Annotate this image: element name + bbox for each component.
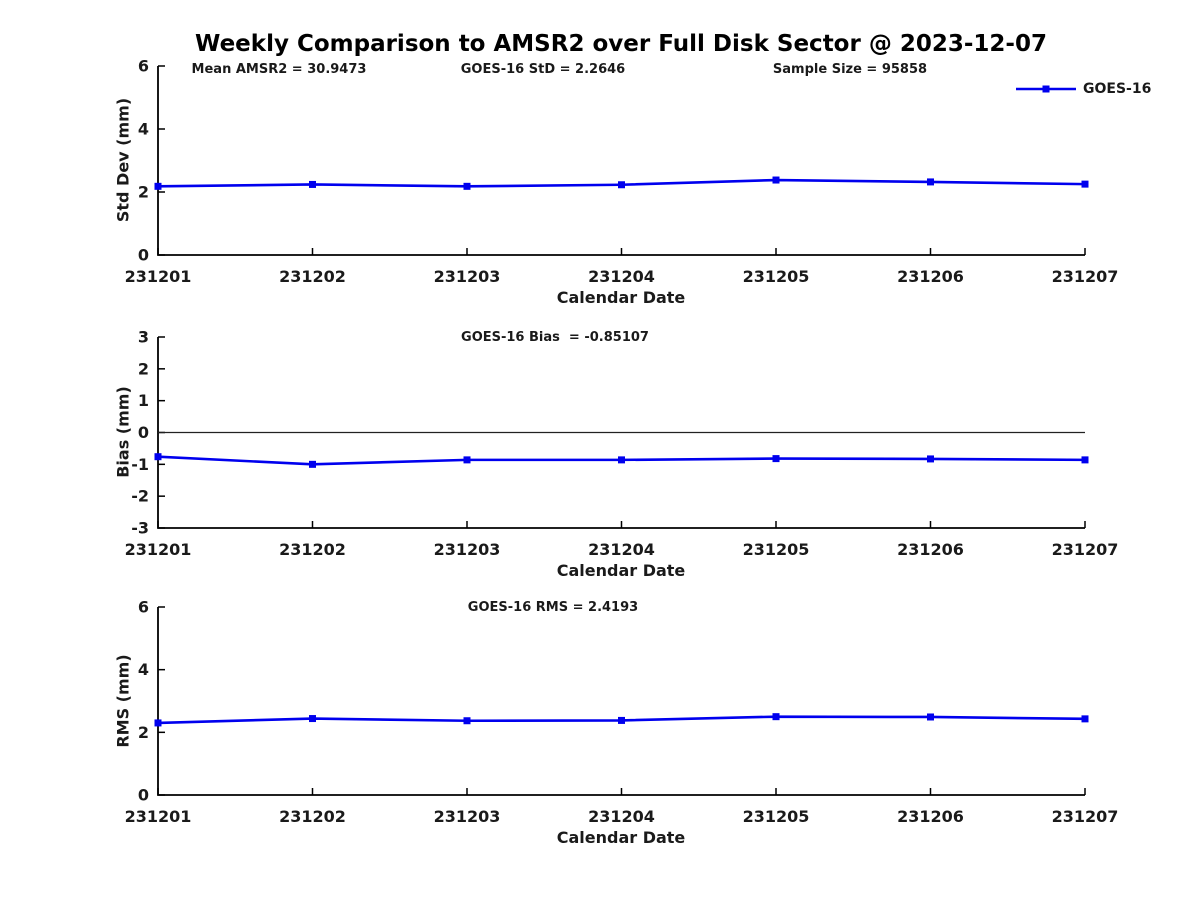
y-tick-label: 4	[138, 120, 149, 139]
annotation-goes16-rms: GOES-16 RMS = 2.4193	[467, 600, 639, 615]
x-tick-label: 231202	[279, 807, 346, 826]
y-tick-label: 4	[138, 660, 149, 679]
y-tick-label: -2	[131, 487, 149, 506]
legend-label: GOES-16	[1083, 81, 1152, 97]
legend-marker-icon	[1042, 85, 1050, 93]
x-tick-label: 231207	[1052, 540, 1119, 559]
data-point-marker	[309, 460, 316, 468]
data-point-marker	[463, 717, 471, 725]
data-point-marker	[309, 715, 316, 723]
data-point-marker	[772, 713, 780, 721]
data-point-marker	[618, 456, 625, 464]
x-tick-label: 231205	[743, 807, 810, 826]
y-tick-label: 6	[138, 57, 149, 76]
x-tick-label: 231207	[1052, 807, 1119, 826]
y-tick-label: -1	[131, 455, 149, 474]
x-tick-label: 231204	[588, 540, 655, 559]
x-tick-label: 231205	[743, 540, 810, 559]
y-tick-label: 2	[138, 183, 149, 202]
data-point-marker	[927, 713, 934, 721]
x-tick-label: 231204	[588, 807, 655, 826]
x-tick-label: 231202	[279, 267, 346, 286]
data-point-marker	[1081, 180, 1089, 188]
x-tick-label: 231203	[434, 807, 501, 826]
y-tick-label: 0	[138, 246, 149, 265]
data-point-marker	[927, 455, 934, 463]
x-axis-label-1: Calendar Date	[556, 288, 686, 307]
chart-bias: -3 -2 -1 0 1 2 3 231201 231202 231203 231204 231205…	[125, 328, 1119, 560]
y-tick-label: 2	[138, 723, 149, 742]
chart-std-dev: 0 2 4 6 231201 231202 231203 231204 231205 231206…	[125, 57, 1119, 287]
y-tick-label: 2	[138, 359, 149, 378]
x-tick-label: 231206	[897, 540, 964, 559]
x-tick-label: 231203	[434, 267, 501, 286]
data-point-marker	[618, 716, 625, 724]
y-tick-label: -3	[131, 519, 149, 538]
x-axis-label-2: Calendar Date	[556, 561, 686, 580]
data-point-marker	[154, 719, 162, 727]
y-axis-label-bias: Bias (mm)	[113, 386, 133, 478]
y-tick-label: 3	[138, 328, 149, 347]
x-tick-label: 231201	[125, 540, 192, 559]
axis-spines	[157, 607, 1085, 796]
annotation-goes16-std: GOES-16 StD = 2.2646	[460, 62, 626, 77]
x-tick-label: 231204	[588, 267, 655, 286]
x-tick-label: 231207	[1052, 267, 1119, 286]
data-point-marker	[772, 455, 780, 463]
axis-spines	[157, 66, 1085, 256]
data-point-marker	[927, 178, 934, 186]
y-axis-label-std-dev: Std Dev (mm)	[113, 97, 133, 223]
x-axis-label-3: Calendar Date	[556, 828, 686, 847]
x-tick-label: 231206	[897, 807, 964, 826]
x-tick-label: 231202	[279, 540, 346, 559]
x-tick-label: 231203	[434, 540, 501, 559]
y-tick-label: 6	[138, 598, 149, 617]
x-tick-label: 231201	[125, 267, 192, 286]
data-point-marker	[463, 182, 471, 190]
chart-rms: 0 2 4 6 231201 231202 231203 231204 231205 231206…	[125, 598, 1119, 827]
data-point-marker	[618, 181, 625, 189]
y-tick-label: 1	[138, 391, 149, 410]
x-tick-label: 231205	[743, 267, 810, 286]
data-point-marker	[309, 180, 316, 188]
data-point-marker	[463, 456, 471, 464]
annotation-sample-size: Sample Size = 95858	[772, 62, 928, 77]
data-point-marker	[772, 176, 780, 184]
y-axis-label-rms: RMS (mm)	[113, 654, 133, 748]
x-tick-label: 231201	[125, 807, 192, 826]
x-tick-label: 231206	[897, 267, 964, 286]
annotation-mean-amsr2: Mean AMSR2 = 30.9473	[191, 62, 367, 77]
y-tick-label: 0	[138, 423, 149, 442]
annotation-goes16-bias: GOES-16 Bias = -0.85107	[461, 330, 649, 345]
data-point-marker	[1081, 456, 1089, 464]
y-tick-label: 0	[138, 786, 149, 805]
data-point-marker	[154, 453, 162, 461]
data-point-marker	[154, 182, 162, 190]
figure-title: Weekly Comparison to AMSR2 over Full Dis…	[195, 31, 1047, 57]
data-point-marker	[1081, 715, 1089, 723]
